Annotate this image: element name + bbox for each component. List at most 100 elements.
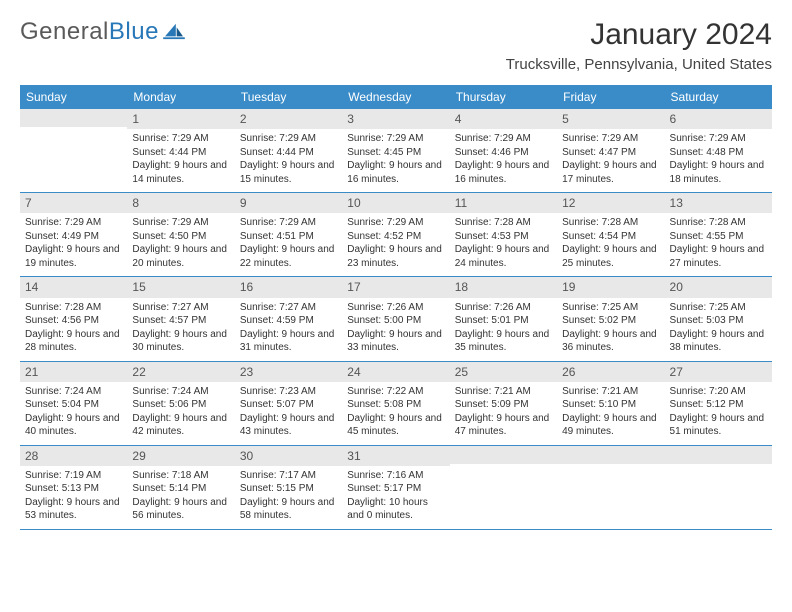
week-row: 1Sunrise: 7:29 AMSunset: 4:44 PMDaylight… [20,109,772,193]
daylight-text: Daylight: 9 hours and 42 minutes. [132,412,229,439]
sunset-text: Sunset: 4:44 PM [240,146,337,160]
weekday-header: Tuesday [235,85,342,109]
brand-part2: Blue [109,18,159,45]
day-number: 31 [342,446,449,466]
sunrise-text: Sunrise: 7:23 AM [240,385,337,399]
daylight-text: Daylight: 9 hours and 17 minutes. [562,159,659,186]
sunset-text: Sunset: 4:51 PM [240,230,337,244]
day-number: 1 [127,109,234,129]
day-cell: 10Sunrise: 7:29 AMSunset: 4:52 PMDayligh… [342,193,449,276]
day-number: 7 [20,193,127,213]
daylight-text: Daylight: 9 hours and 25 minutes. [562,243,659,270]
daylight-text: Daylight: 9 hours and 16 minutes. [455,159,552,186]
sunrise-text: Sunrise: 7:29 AM [240,216,337,230]
day-cell: 3Sunrise: 7:29 AMSunset: 4:45 PMDaylight… [342,109,449,192]
sunrise-text: Sunrise: 7:21 AM [455,385,552,399]
sunset-text: Sunset: 4:53 PM [455,230,552,244]
day-number: 21 [20,362,127,382]
daylight-text: Daylight: 9 hours and 19 minutes. [25,243,122,270]
day-number: 25 [450,362,557,382]
day-cell: 1Sunrise: 7:29 AMSunset: 4:44 PMDaylight… [127,109,234,192]
daylight-text: Daylight: 9 hours and 22 minutes. [240,243,337,270]
day-cell: 6Sunrise: 7:29 AMSunset: 4:48 PMDaylight… [665,109,772,192]
day-number: 19 [557,277,664,297]
daylight-text: Daylight: 9 hours and 24 minutes. [455,243,552,270]
day-number: 9 [235,193,342,213]
day-number: 28 [20,446,127,466]
sunrise-text: Sunrise: 7:28 AM [562,216,659,230]
daylight-text: Daylight: 9 hours and 20 minutes. [132,243,229,270]
day-cell: 19Sunrise: 7:25 AMSunset: 5:02 PMDayligh… [557,277,664,360]
weekday-header: Sunday [20,85,127,109]
daylight-text: Daylight: 9 hours and 58 minutes. [240,496,337,523]
sunrise-text: Sunrise: 7:29 AM [25,216,122,230]
weekday-header-row: SundayMondayTuesdayWednesdayThursdayFrid… [20,85,772,109]
day-cell: 27Sunrise: 7:20 AMSunset: 5:12 PMDayligh… [665,362,772,445]
day-number: 30 [235,446,342,466]
sunrise-text: Sunrise: 7:16 AM [347,469,444,483]
day-cell: 8Sunrise: 7:29 AMSunset: 4:50 PMDaylight… [127,193,234,276]
day-cell: 20Sunrise: 7:25 AMSunset: 5:03 PMDayligh… [665,277,772,360]
day-cell: 25 Sunrise: 7:21 AMSunset: 5:09 PMDayligh… [450,362,557,445]
day-number: 18 [450,277,557,297]
day-number: 15 [127,277,234,297]
sunrise-text: Sunrise: 7:19 AM [25,469,122,483]
day-number: 22 [127,362,234,382]
sunset-text: Sunset: 5:02 PM [562,314,659,328]
day-number: 11 [450,193,557,213]
daylight-text: Daylight: 9 hours and 53 minutes. [25,496,122,523]
day-cell: 12Sunrise: 7:28 AMSunset: 4:54 PMDayligh… [557,193,664,276]
sunset-text: Sunset: 4:46 PM [455,146,552,160]
sunset-text: Sunset: 5:08 PM [347,398,444,412]
sunset-text: Sunset: 5:12 PM [670,398,767,412]
day-number: 8 [127,193,234,213]
day-cell: 30 Sunrise: 7:17 AMSunset: 5:15 PMDayligh… [235,446,342,529]
daylight-text: Daylight: 9 hours and 28 minutes. [25,328,122,355]
brand-text: GeneralBlue [20,18,159,46]
brand-logo: GeneralBlue [20,18,185,46]
day-number: 6 [665,109,772,129]
day-cell: 7 Sunrise: 7:29 AMSunset: 4:49 PMDaylight… [20,193,127,276]
sunset-text: Sunset: 5:15 PM [240,482,337,496]
day-number: 24 [342,362,449,382]
calendar: SundayMondayTuesdayWednesdayThursdayFrid… [20,85,772,530]
sunset-text: Sunset: 4:50 PM [132,230,229,244]
sunset-text: Sunset: 4:49 PM [25,230,122,244]
sunrise-text: Sunrise: 7:29 AM [132,132,229,146]
day-number: 13 [665,193,772,213]
daylight-text: Daylight: 9 hours and 45 minutes. [347,412,444,439]
week-row: 7Sunrise: 7:29 AMSunset: 4:49 PMDaylight… [20,193,772,277]
day-number: 5 [557,109,664,129]
calendar-weeks: 1Sunrise: 7:29 AMSunset: 4:44 PMDaylight… [20,109,772,530]
sunrise-text: Sunrise: 7:26 AM [455,301,552,315]
sunset-text: Sunset: 5:17 PM [347,482,444,496]
daylight-text: Daylight: 9 hours and 40 minutes. [25,412,122,439]
day-cell: 5Sunrise: 7:29 AMSunset: 4:47 PMDaylight… [557,109,664,192]
daylight-text: Daylight: 9 hours and 47 minutes. [455,412,552,439]
daylight-text: Daylight: 9 hours and 49 minutes. [562,412,659,439]
daylight-text: Daylight: 9 hours and 14 minutes. [132,159,229,186]
sunset-text: Sunset: 5:04 PM [25,398,122,412]
weekday-header: Monday [127,85,234,109]
daylight-text: Daylight: 9 hours and 18 minutes. [670,159,767,186]
sunset-text: Sunset: 4:47 PM [562,146,659,160]
sunrise-text: Sunrise: 7:27 AM [132,301,229,315]
day-cell: 16Sunrise: 7:27 AMSunset: 4:59 PMDayligh… [235,277,342,360]
day-number: 12 [557,193,664,213]
daylight-text: Daylight: 9 hours and 15 minutes. [240,159,337,186]
daylight-text: Daylight: 9 hours and 36 minutes. [562,328,659,355]
week-row: 14Sunrise: 7:28 AMSunset: 4:56 PMDayligh… [20,277,772,361]
sunset-text: Sunset: 4:45 PM [347,146,444,160]
day-cell: 21Sunrise: 7:24 AMSunset: 5:04 PMDayligh… [20,362,127,445]
sunrise-text: Sunrise: 7:29 AM [240,132,337,146]
sunset-text: Sunset: 4:57 PM [132,314,229,328]
weekday-header: Thursday [450,85,557,109]
sunrise-text: Sunrise: 7:17 AM [240,469,337,483]
day-cell: 11Sunrise: 7:28 AMSunset: 4:53 PMDayligh… [450,193,557,276]
day-cell [665,446,772,529]
sunset-text: Sunset: 5:09 PM [455,398,552,412]
day-cell: 28Sunrise: 7:19 AMSunset: 5:13 PMDayligh… [20,446,127,529]
day-cell [557,446,664,529]
day-number: 20 [665,277,772,297]
sunset-text: Sunset: 5:00 PM [347,314,444,328]
